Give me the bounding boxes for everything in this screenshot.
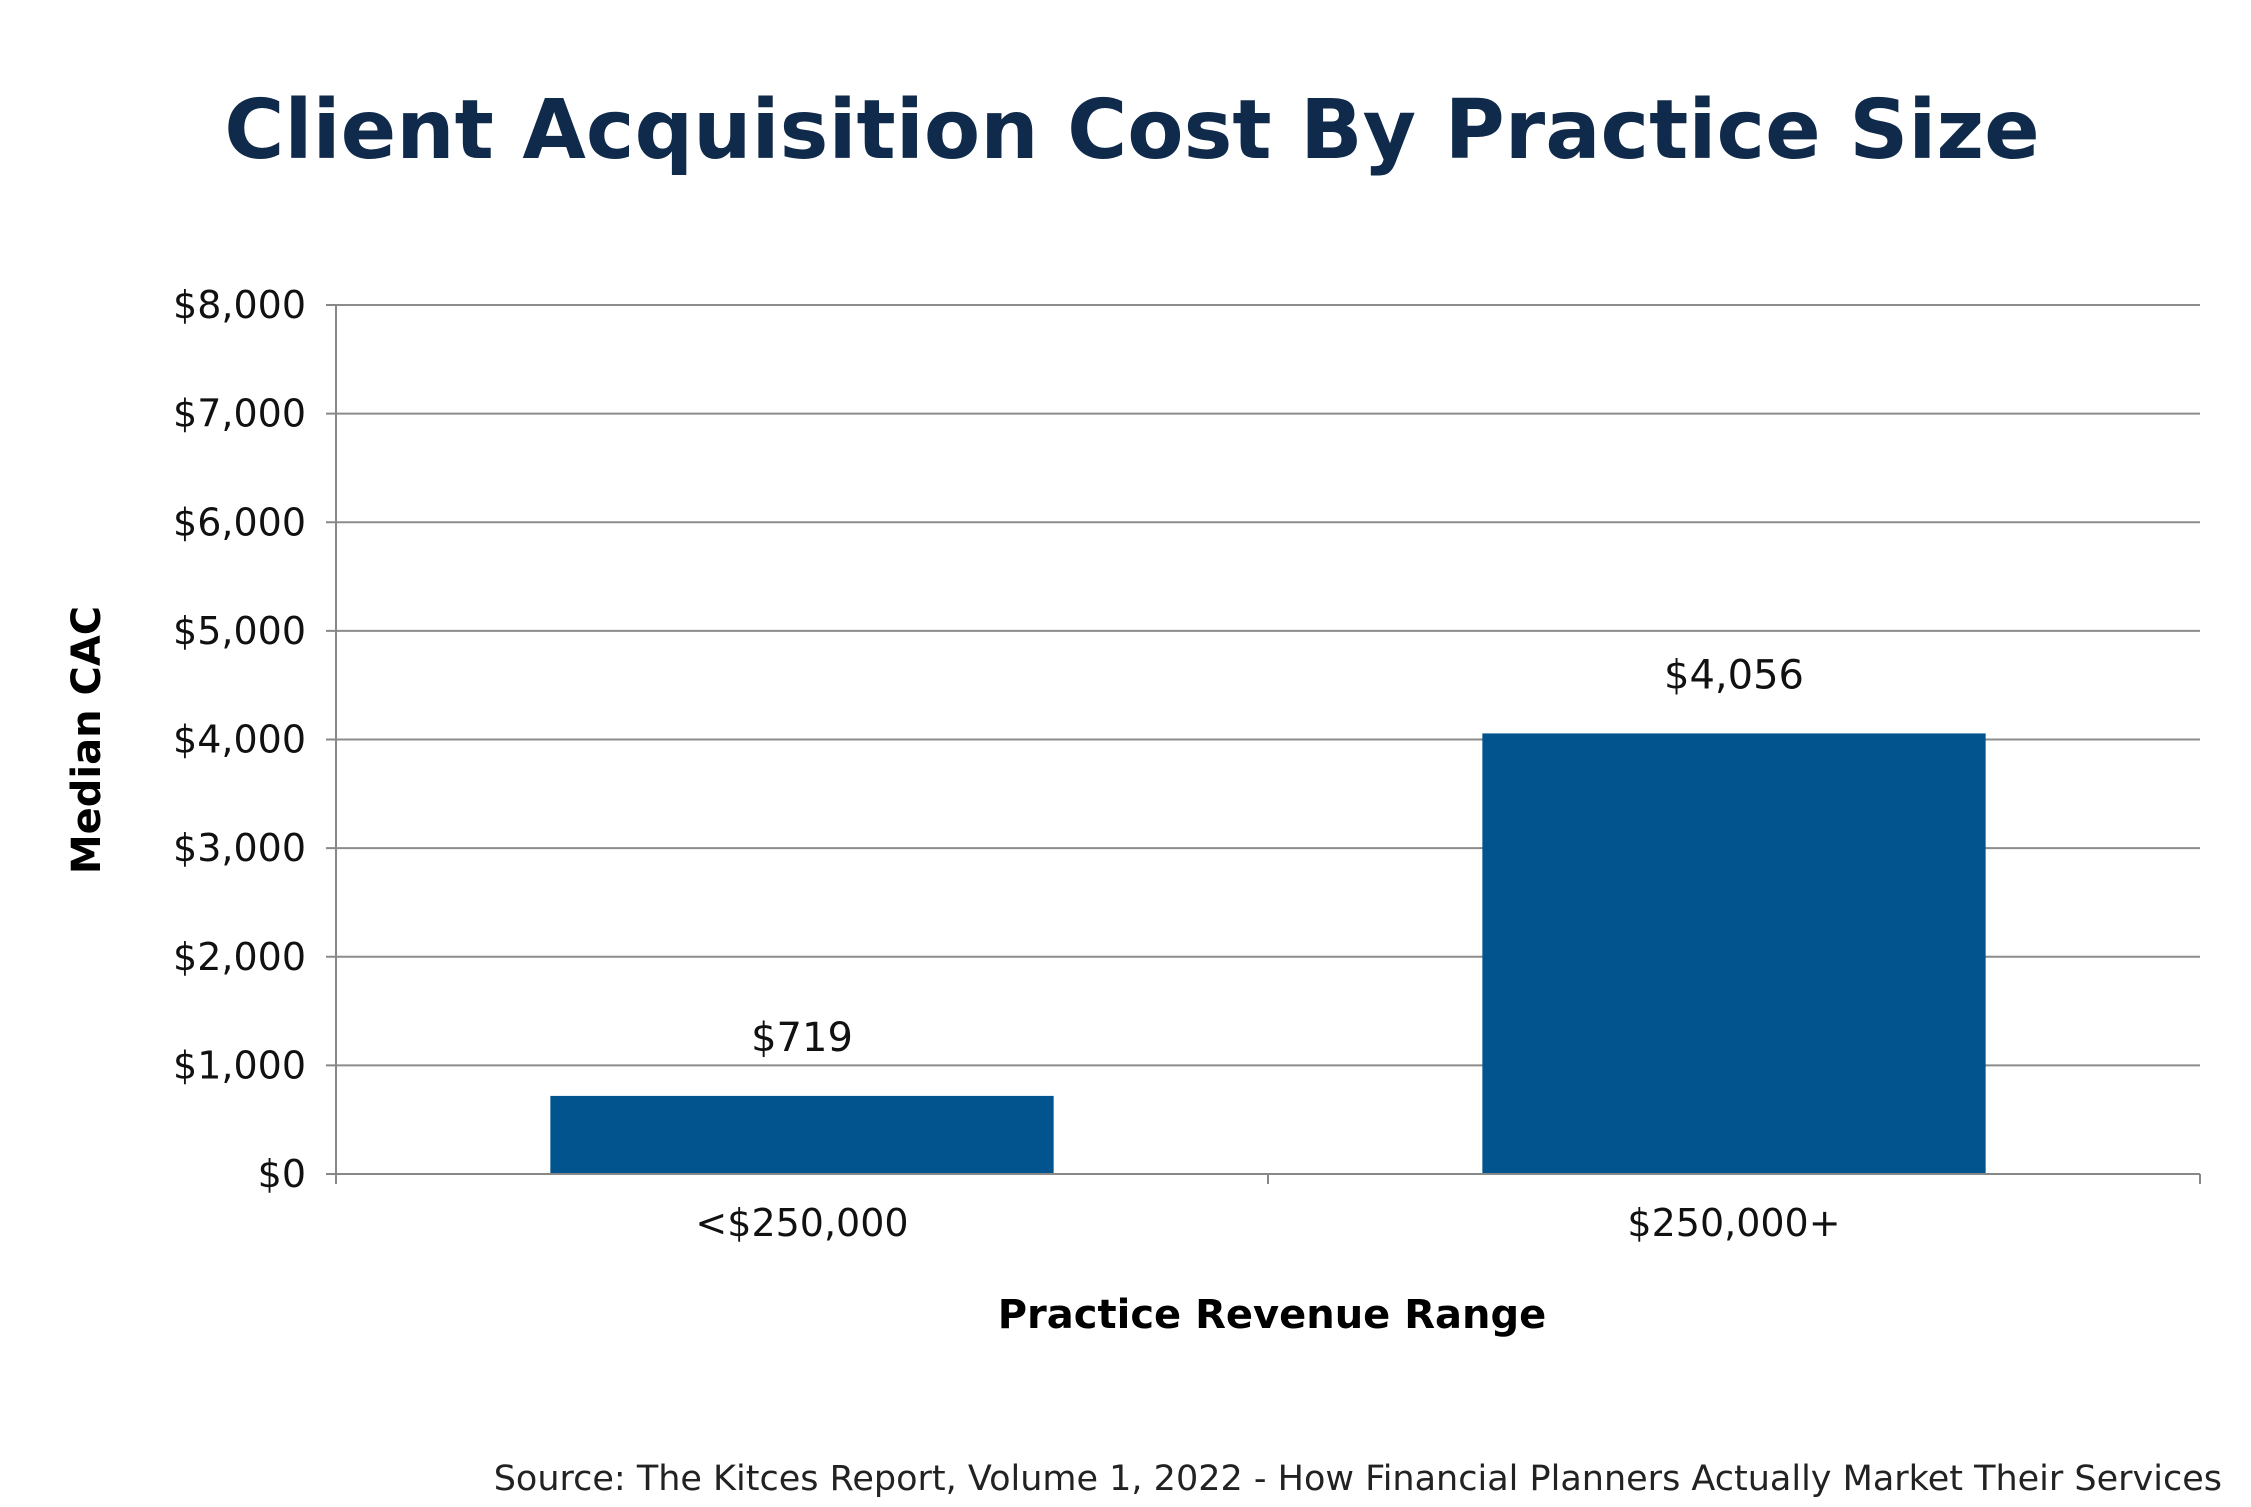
y-tick-label: $8,000 <box>173 283 306 327</box>
y-tick-label: $0 <box>258 1152 306 1196</box>
axes <box>335 305 2201 1184</box>
y-tick-label: $3,000 <box>173 826 306 870</box>
x-axis-label: Practice Revenue Range <box>998 1292 1547 1338</box>
chart-title: Client Acquisition Cost By Practice Size <box>224 83 2040 178</box>
x-tick-label: $250,000+ <box>1627 1201 1840 1245</box>
y-tick-labels: $0 $1,000 $2,000 $3,000 $4,000 $5,000 $6,000 $7… <box>173 283 306 1196</box>
y-tick-label: $2,000 <box>173 935 306 979</box>
y-tick-label: $4,000 <box>173 718 306 762</box>
data-label: $4,056 <box>1664 652 1804 698</box>
data-label: $719 <box>751 1015 853 1061</box>
source-note: Source: The Kitces Report, Volume 1, 202… <box>494 1459 2222 1499</box>
x-tick-labels: <$250,000 $250,000+ <box>695 1201 1840 1245</box>
y-tick-label: $6,000 <box>173 500 306 544</box>
x-tick-label: <$250,000 <box>695 1201 908 1245</box>
data-labels: $719 $4,056 <box>751 652 1804 1060</box>
y-tick-label: $5,000 <box>173 609 306 653</box>
bar <box>1482 733 1986 1174</box>
y-axis-label: Median CAC <box>64 606 110 874</box>
gridlines <box>326 304 2200 1175</box>
bars <box>550 733 1986 1174</box>
y-tick-label: $1,000 <box>173 1043 306 1087</box>
y-tick-label: $7,000 <box>173 392 306 436</box>
bar <box>550 1095 1054 1174</box>
